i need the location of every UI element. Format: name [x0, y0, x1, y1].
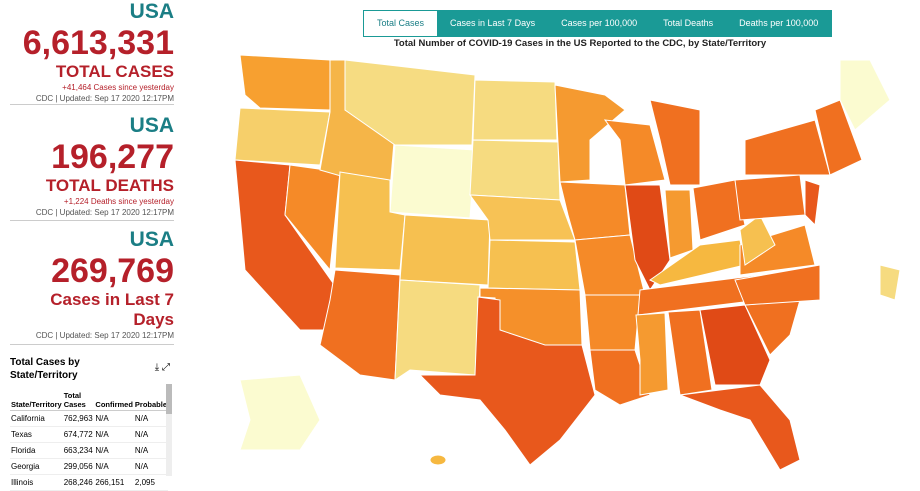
state[interactable] [399, 214, 491, 286]
state[interactable] [394, 279, 481, 381]
tab[interactable]: Total Deaths [650, 11, 727, 36]
cell: California [10, 410, 63, 427]
metric-tabs: Total Cases Cases in Last 7 Days Cases per… [363, 10, 833, 37]
state[interactable] [418, 296, 596, 466]
state[interactable] [739, 224, 816, 276]
stat-value: 196,277 [51, 138, 174, 176]
cell: N/A [94, 458, 134, 475]
map-title: Total Number of COVID-19 Cases in the US… [393, 38, 767, 49]
stat-label: TOTAL DEATHS [45, 176, 174, 195]
stat-value: 269,769 [51, 252, 174, 290]
cell: N/A [94, 442, 134, 459]
state[interactable] [468, 194, 576, 241]
state[interactable] [389, 144, 476, 219]
column-header: Confirmed [94, 390, 134, 411]
cell: 663,234 [62, 442, 95, 459]
cell: 762,963 [62, 410, 95, 427]
state[interactable] [472, 79, 558, 141]
state[interactable] [603, 119, 666, 186]
state[interactable] [739, 214, 776, 266]
cell: N/A [133, 458, 168, 475]
cell: 266,151 [94, 474, 134, 491]
cell: 2,095 [133, 474, 168, 491]
table-row[interactable]: Georgia 299,056 N/A N/A [10, 458, 168, 475]
column-header: Probable [133, 390, 168, 411]
cell: 299,056 [62, 458, 95, 475]
state[interactable] [667, 309, 713, 396]
state[interactable] [744, 119, 831, 176]
stat-value: 6,613,331 [22, 24, 174, 62]
cell: Florida [10, 442, 63, 459]
table-row[interactable]: Florida 663,234 N/A N/A [10, 442, 168, 459]
state[interactable] [734, 174, 806, 221]
table-row[interactable]: Illinois 268,246 266,151 2,095 [10, 474, 168, 491]
cell: N/A [133, 442, 168, 459]
state[interactable] [664, 189, 694, 259]
stat-panel: USA 196,277 TOTAL DEATHS +1,224 Deaths sinc… [10, 114, 174, 221]
state[interactable] [692, 179, 746, 241]
state[interactable] [679, 384, 801, 471]
cell: 268,246 [62, 474, 95, 491]
territory[interactable] [879, 264, 901, 301]
state[interactable] [344, 59, 476, 146]
cell: N/A [133, 426, 168, 443]
tab[interactable]: Total Cases [364, 11, 438, 36]
table-title: Total Cases by State/Territory [10, 357, 80, 381]
table-tools[interactable]: ⤓ ⤢ [154, 362, 170, 373]
state[interactable] [239, 374, 321, 451]
state[interactable] [584, 294, 641, 351]
state[interactable] [699, 304, 771, 386]
state[interactable] [234, 107, 331, 166]
state[interactable] [649, 99, 701, 186]
region: USA [129, 228, 174, 251]
source: CDC | Updated: Sep 17 2020 12:17PM [35, 208, 174, 217]
tab[interactable]: Deaths per 100,000 [726, 11, 832, 36]
state[interactable] [814, 99, 863, 176]
state[interactable] [635, 312, 669, 396]
tab[interactable]: Cases per 100,000 [548, 11, 651, 36]
cell: Illinois [10, 474, 63, 491]
cell: N/A [94, 410, 134, 427]
source: CDC | Updated: Sep 17 2020 12:17PM [35, 331, 174, 340]
state[interactable] [839, 59, 891, 131]
state[interactable] [734, 264, 821, 306]
column-header: Total Cases [62, 390, 95, 411]
source: CDC | Updated: Sep 17 2020 12:17PM [35, 94, 174, 103]
region: USA [129, 114, 174, 137]
stat-change: +41,464 Cases since yesterday [62, 83, 174, 92]
scrollbar[interactable] [166, 384, 172, 476]
state[interactable] [804, 179, 821, 227]
cell: N/A [133, 410, 168, 427]
state[interactable] [487, 239, 581, 291]
us-map [234, 54, 901, 471]
cell: 674,772 [62, 426, 95, 443]
tab[interactable]: Cases in Last 7 Days [437, 11, 549, 36]
cell: N/A [94, 426, 134, 443]
stat-label: Cases in Last 7 Days [50, 290, 174, 329]
page: USA 6,613,331 TOTAL CASES +41,464 Cases sin… [10, 0, 901, 491]
stat-change: +1,224 Deaths since yesterday [63, 197, 174, 206]
table-row[interactable]: Texas 674,772 N/A N/A [10, 426, 168, 443]
column-header: State/Territory [10, 390, 63, 411]
table-row[interactable]: California 762,963 N/A N/A [10, 410, 168, 427]
state[interactable] [469, 139, 561, 201]
region: USA [129, 0, 174, 23]
state[interactable] [319, 269, 401, 381]
cell: Texas [10, 426, 63, 443]
stat-label: TOTAL CASES [55, 62, 174, 81]
states [234, 54, 901, 471]
cell: Georgia [10, 458, 63, 475]
stat-panel: USA 269,769 Cases in Last 7 Days CDC | Upda… [10, 228, 174, 345]
stat-panel: USA 6,613,331 TOTAL CASES +41,464 Cases sin… [10, 0, 174, 105]
state[interactable] [429, 454, 447, 466]
state[interactable] [239, 54, 331, 111]
state[interactable] [589, 349, 651, 406]
